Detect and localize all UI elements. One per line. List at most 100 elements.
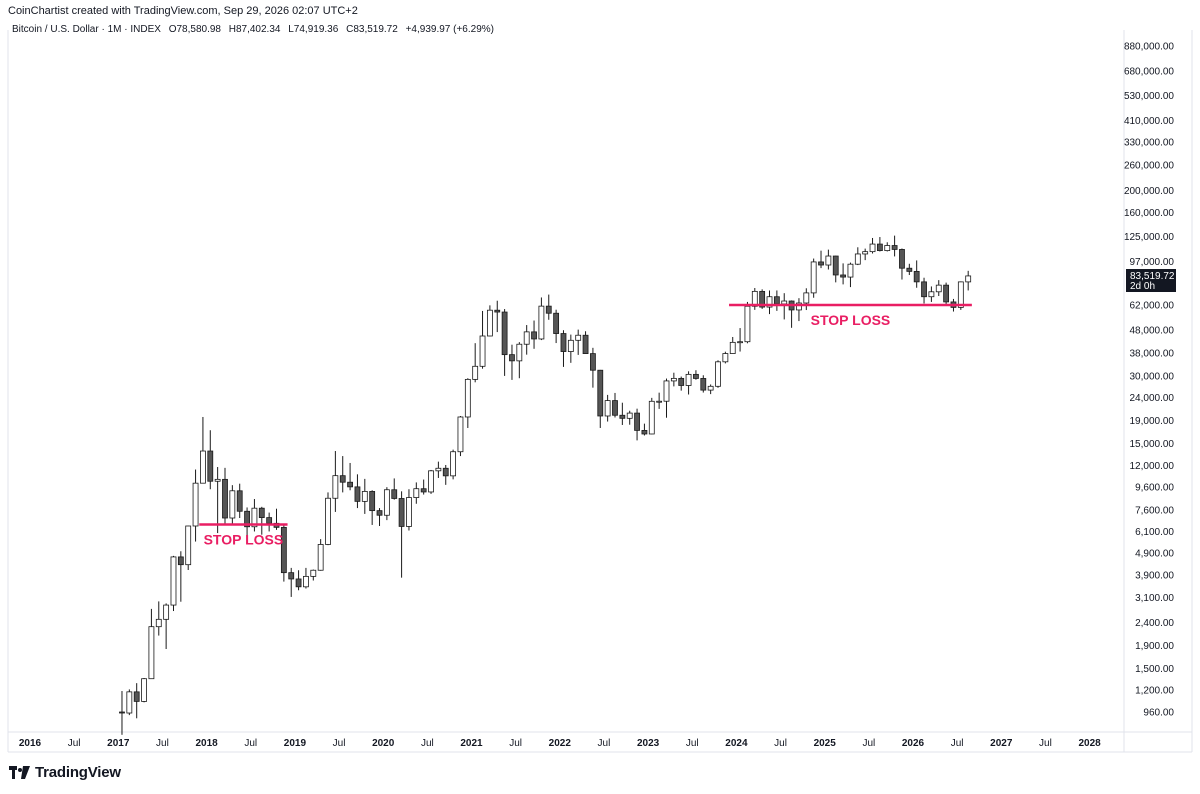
candle-body [398,498,405,527]
stop-loss-label: STOP LOSS [204,531,284,547]
candle [854,247,861,266]
candle-body [464,378,471,418]
price-tick-label: 260,000.00 [1124,161,1174,172]
candle-body [214,478,221,482]
candle [464,378,471,428]
candle-body [244,510,250,528]
last-price-countdown: 2d 0h [1130,281,1155,292]
candle [869,237,876,254]
candle-body [317,544,324,571]
candle [590,347,596,388]
last-price-value: 83,519.72 [1130,271,1175,282]
candle [273,508,280,530]
candle-body [604,400,611,417]
candle [751,288,758,310]
time-tick-label: Jul [862,738,875,749]
candle [575,329,582,355]
candle-body [288,572,295,580]
candle [200,416,206,484]
candle [670,372,677,387]
brand-name: TradingView [35,764,121,781]
candle-body [295,578,302,588]
stop-loss-label: STOP LOSS [811,312,891,328]
candle-body [141,678,147,702]
candle-body [354,486,361,502]
tradingview-brand[interactable]: TradingView [9,764,121,781]
ohlc-high: H87,402.34 [228,24,281,35]
candle [295,570,302,591]
price-tick-label: 880,000.00 [1124,42,1174,53]
candle [965,270,972,291]
candle [766,290,773,315]
last-price-marker: 83,519.72 2d 0h [1126,269,1176,292]
candle-body [486,309,493,337]
candle-body [413,488,420,498]
candle [450,449,457,480]
price-tick-label: 200,000.00 [1124,186,1174,197]
candle [663,378,670,418]
candle-body [428,470,434,493]
candle-body [509,354,515,362]
candle [626,410,633,425]
candle-body [648,400,655,435]
candle-body [899,249,905,269]
candle [604,394,611,422]
candle [899,248,905,280]
candle-body [229,490,236,519]
candle-body [744,305,751,343]
candle-body [531,331,537,340]
candle [266,512,273,532]
stop-loss-annotations: STOP LOSS STOP LOSS [199,303,972,547]
candle [612,392,618,418]
candle-body [567,339,574,352]
candle-body [280,526,287,574]
candle [693,370,699,380]
candle [825,249,832,270]
candle-body [575,334,582,341]
candle-body [442,467,449,477]
candle [413,482,420,504]
candle-body [921,281,927,298]
candle [317,539,324,571]
candle-body [553,312,560,334]
candle [280,524,287,582]
candle-body [766,296,773,308]
candle [325,492,331,546]
candle [913,260,920,288]
ohlc-low: L74,919.36 [288,24,339,35]
candle [538,297,545,341]
candle-body [957,281,964,308]
candle [906,263,913,276]
candle [501,309,508,376]
price-tick-label: 680,000.00 [1124,67,1174,78]
time-axis[interactable]: 2016 Jul 2017 Jul 2018 Jul 2019 Jul 2020 Jul 2021 J… [19,738,1101,749]
time-tick-label: Jul [774,738,787,749]
candle-body [884,245,891,252]
price-tick-label: 15,000.00 [1130,439,1175,450]
ohlc-change: +4,939.97 (+6.29%) [405,24,494,35]
candle-body [751,290,758,307]
candle-body [501,311,508,356]
time-tick-label: Jul [421,738,434,749]
candle-body [582,334,589,355]
price-tick-label: 62,000.00 [1130,301,1175,312]
candle-body [251,507,258,528]
candle-body [222,478,228,519]
price-axis[interactable]: 880,000.00 680,000.00 530,000.00 410,000.00… [1124,42,1174,719]
candle-body [891,245,898,250]
price-tick-label: 1,900.00 [1135,641,1174,652]
candle-body [406,497,412,527]
candle [406,489,412,531]
candle-body [840,274,846,278]
time-tick-label: Jul [686,738,699,749]
candle-body [670,377,677,382]
candle [707,384,714,395]
price-tick-label: 3,900.00 [1135,571,1174,582]
candle-body [310,569,317,577]
candle [560,330,567,367]
time-tick-label: 2018 [195,738,218,749]
price-tick-label: 330,000.00 [1124,137,1174,148]
candle-body [523,331,530,345]
candle [398,491,405,578]
